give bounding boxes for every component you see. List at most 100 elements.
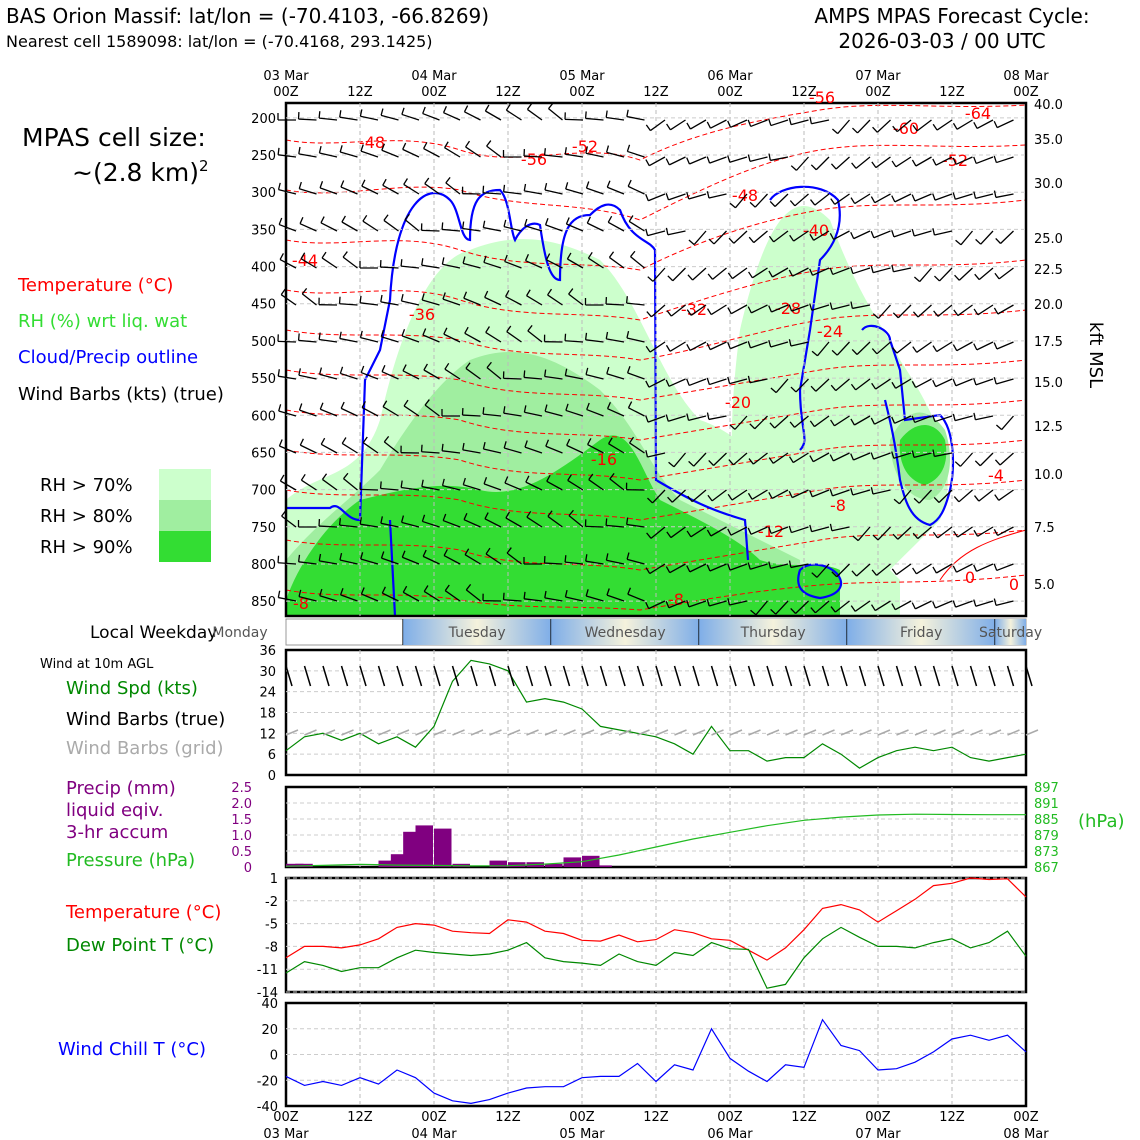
- wind-barb-feather: [892, 533, 899, 540]
- wind-barb-feather: [585, 146, 588, 154]
- wind-barb-feather: [811, 350, 818, 357]
- wind-barb-feather: [768, 118, 772, 126]
- wind-barb: [322, 478, 338, 491]
- wind-barb-feather: [870, 196, 876, 204]
- bottom-hour-label: 12Z: [939, 1110, 965, 1125]
- wind-barb: [339, 303, 358, 306]
- wind-barb-feather: [645, 159, 650, 167]
- wind-barb-feather: [647, 497, 653, 504]
- wind-barb-feather: [993, 307, 999, 315]
- wind-barb: [628, 220, 645, 232]
- wind-barb: [483, 226, 502, 232]
- wind-barb-feather: [319, 181, 324, 189]
- wind-barb-feather: [523, 183, 527, 191]
- grid-wind-barb: [1025, 729, 1039, 736]
- bottom-hour-label: 00Z: [865, 1110, 891, 1125]
- wind-barb-feather: [973, 495, 980, 502]
- wind-barb-feather: [277, 590, 281, 598]
- wind-barb: [876, 119, 891, 133]
- wind-barb: [606, 524, 625, 528]
- surface-wind-barb: [692, 665, 700, 687]
- precip-bar: [415, 825, 433, 867]
- grid-wind-barb: [433, 729, 447, 736]
- wind-barb-feather: [606, 366, 610, 374]
- wind-barb: [895, 378, 912, 389]
- top-hour-label: 00Z: [421, 85, 447, 100]
- wind-barb: [852, 304, 871, 310]
- wind-barb: [627, 185, 645, 195]
- wind-barb: [893, 452, 912, 459]
- bottom-hour-label: 12Z: [643, 1110, 669, 1125]
- wind-barb: [671, 489, 686, 503]
- wind-barb-feather: [665, 158, 670, 166]
- wind-barb-feather: [747, 154, 751, 162]
- wind-barb-feather: [645, 194, 649, 201]
- wind-barb-feather: [932, 414, 936, 422]
- pressure-tick-label: 700: [251, 484, 276, 499]
- pressure-tick-label: 400: [251, 261, 276, 276]
- wind-barb-feather: [277, 182, 281, 190]
- wind-barb-feather: [605, 145, 610, 153]
- wind-barb: [876, 341, 891, 355]
- wind-barb: [402, 148, 420, 158]
- wind-barb: [463, 484, 481, 491]
- wind-barb-feather: [298, 146, 301, 154]
- wind-barb-feather: [402, 142, 407, 150]
- wind-barb: [647, 230, 666, 237]
- wind-barb-feather: [912, 567, 917, 575]
- wind-barb: [935, 156, 953, 166]
- wind-barb-feather: [993, 528, 999, 536]
- grid-wind-barb: [748, 729, 761, 736]
- wind-barb: [586, 187, 604, 195]
- wind-barb-feather: [667, 275, 674, 282]
- wind-barb: [977, 526, 994, 537]
- wind-barb-feather: [810, 164, 817, 171]
- pressure-line: [285, 813, 1026, 867]
- wind-barb-feather: [626, 109, 629, 117]
- surface-wind-barb: [877, 665, 885, 687]
- wind-barb-feather: [829, 232, 835, 240]
- wind-barb: [381, 557, 399, 565]
- wind-barb: [527, 330, 543, 343]
- wind-barb: [278, 375, 297, 380]
- grid-wind-barb: [970, 729, 983, 736]
- grid-wind-barb: [359, 729, 373, 736]
- wind-barb: [524, 190, 543, 195]
- wind-barb-feather: [586, 216, 591, 224]
- wind-barb-feather: [587, 251, 593, 259]
- wind-barb-feather: [829, 302, 833, 310]
- cell-size-value: ~(2.8 km)2: [72, 157, 209, 187]
- wind-barb: [380, 522, 399, 528]
- wind-barb: [547, 515, 563, 528]
- wind-barb: [382, 592, 399, 602]
- wind-barb: [607, 408, 625, 417]
- wind-speed-line: [285, 659, 1027, 769]
- wind-barb: [423, 590, 440, 602]
- wind-barb-feather: [401, 329, 406, 337]
- surface-wind-barb: [1025, 665, 1033, 687]
- wind-barb: [975, 378, 994, 386]
- wind-barb-feather: [727, 120, 732, 128]
- bottom-hour-label: 00Z: [1013, 1110, 1039, 1125]
- wind-barb: [670, 304, 686, 317]
- wind-barb: [750, 341, 768, 349]
- wind-barb-feather: [277, 147, 280, 155]
- wind-barb: [915, 600, 932, 610]
- wind-barb-feather: [747, 375, 751, 383]
- wind-barb: [424, 183, 440, 195]
- kft-tick-label: 17.5: [1034, 335, 1063, 350]
- wind-barb: [935, 600, 953, 609]
- wind-barb: [401, 113, 420, 121]
- wind-barb-feather: [485, 547, 491, 555]
- wind-barb: [485, 553, 502, 565]
- wind-barb-feather: [728, 459, 734, 466]
- wind-barb-feather: [789, 200, 796, 207]
- precip-bar: [594, 865, 612, 867]
- wind-barb-feather: [444, 141, 449, 149]
- wind-barb: [710, 526, 727, 537]
- wind-barb: [959, 452, 973, 467]
- grid-wind-barb: [840, 729, 854, 736]
- wind-barb: [380, 487, 399, 491]
- wind-barb: [362, 442, 379, 454]
- wind-barb: [955, 156, 973, 165]
